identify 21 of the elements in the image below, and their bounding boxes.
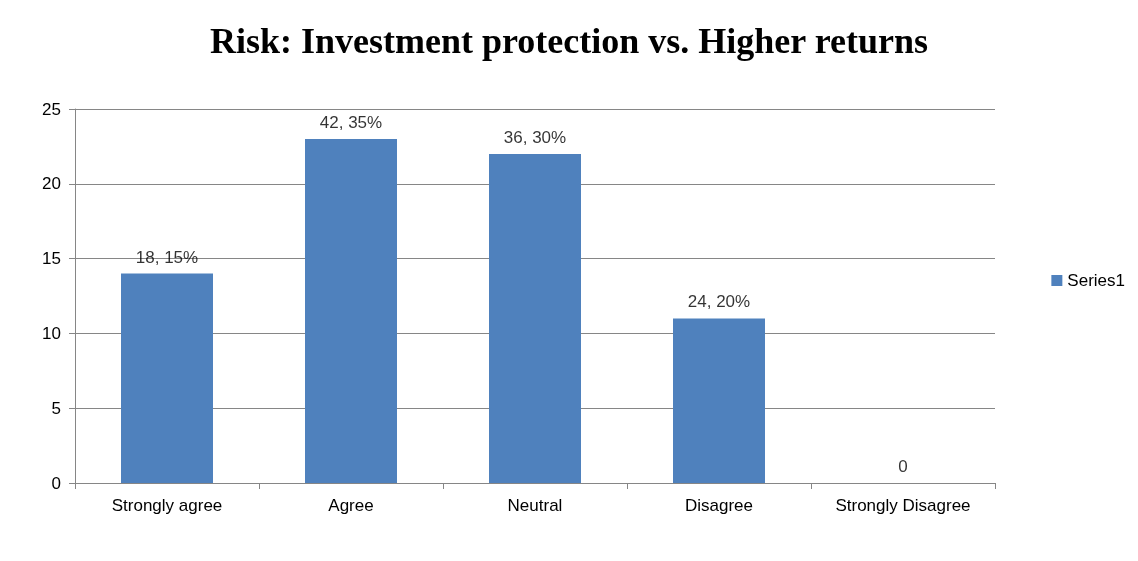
x-tick-label: Strongly Disagree [835,496,971,515]
bar [673,318,765,483]
x-tick-label: Agree [328,496,374,515]
annotation: 24, 20% [687,292,751,312]
bar [305,138,397,483]
legend-label: Series1 [1067,271,1125,290]
y-tick-label: 5 [51,398,61,418]
chart-title: Risk: Investment protection vs. Higher returns [210,21,928,61]
y-tick-label: 15 [42,249,61,269]
annotation: 42, 35% [319,112,383,132]
y-tick-label: 0 [51,473,61,493]
y-tick-label: 25 [42,99,61,119]
x-tick-label: Disagree [684,496,754,515]
y-tick-label: 10 [42,323,61,343]
x-tick-label: Neutral [507,496,563,515]
y-tick-label: 20 [42,174,61,194]
x-tick-label: Strongly agree [111,496,223,515]
annotation: 36, 30% [503,127,567,147]
bar [121,273,213,483]
bar [489,153,581,483]
annotation: 0 [898,457,908,476]
